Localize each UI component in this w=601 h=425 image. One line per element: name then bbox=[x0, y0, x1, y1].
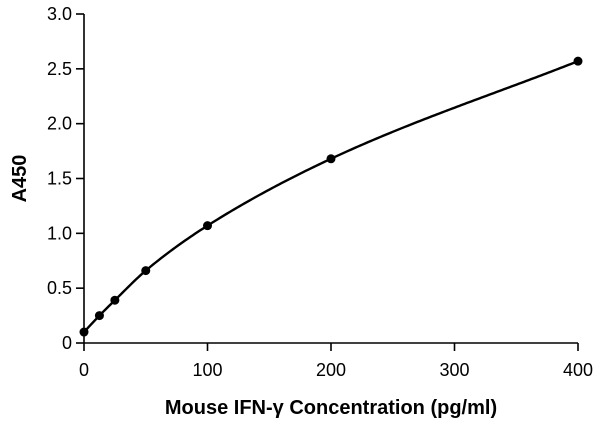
data-point bbox=[141, 266, 151, 276]
y-tick-label: 0 bbox=[62, 333, 72, 353]
x-tick-label: 200 bbox=[316, 360, 346, 380]
y-tick-label: 1.0 bbox=[47, 223, 72, 243]
data-point bbox=[79, 327, 89, 337]
y-tick-label: 1.5 bbox=[47, 169, 72, 189]
y-axis: 0 0.5 1.0 1.5 2.0 2.5 3.0 bbox=[47, 4, 85, 353]
x-axis: 0 100 200 300 400 bbox=[79, 342, 593, 380]
x-tick-label: 400 bbox=[563, 360, 593, 380]
y-tick-label: 0.5 bbox=[47, 278, 72, 298]
y-tick-label: 3.0 bbox=[47, 4, 72, 24]
fit-curve bbox=[83, 60, 579, 333]
x-tick-label: 100 bbox=[192, 360, 222, 380]
y-tick-label: 2.0 bbox=[47, 114, 72, 134]
y-axis-title: A450 bbox=[9, 155, 31, 203]
x-axis-title: Mouse IFN-γ Concentration (pg/ml) bbox=[165, 397, 497, 419]
x-tick-label: 300 bbox=[439, 360, 469, 380]
y-tick-label: 2.5 bbox=[47, 59, 72, 79]
data-point bbox=[573, 56, 583, 66]
plot-area bbox=[79, 56, 583, 337]
x-tick-label: 0 bbox=[79, 360, 89, 380]
data-point bbox=[203, 221, 212, 231]
data-point bbox=[94, 311, 104, 321]
data-point bbox=[326, 154, 336, 164]
data-point bbox=[110, 295, 120, 305]
